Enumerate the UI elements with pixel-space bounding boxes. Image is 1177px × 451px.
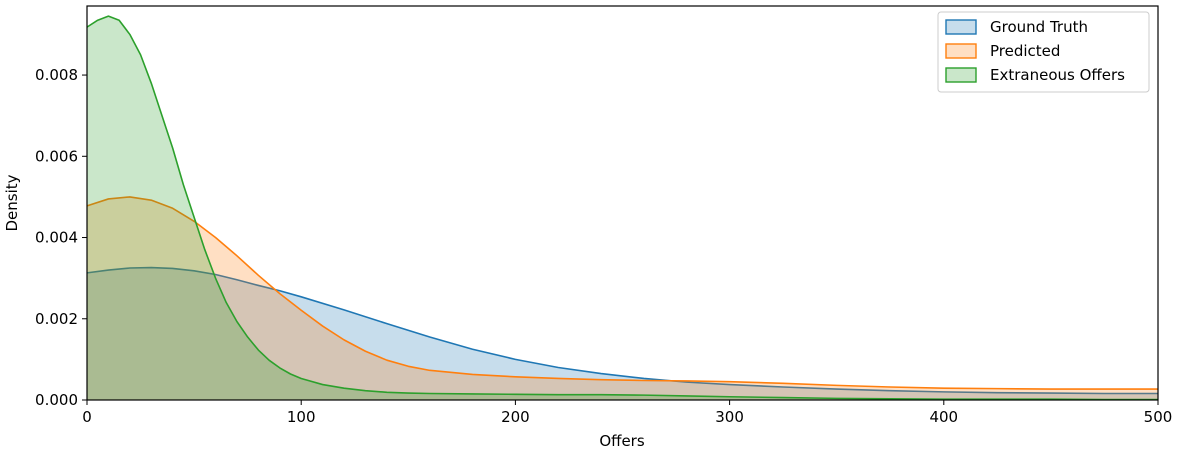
legend-label-0: Ground Truth	[990, 18, 1088, 36]
y-tick-label: 0.002	[35, 310, 78, 328]
x-tick-label: 500	[1144, 408, 1173, 426]
legend-swatch-0	[945, 19, 977, 35]
series-area-1	[87, 196, 1158, 400]
x-tick-label: 400	[929, 408, 958, 426]
x-tick-label: 100	[287, 408, 316, 426]
legend-label-1: Predicted	[990, 42, 1060, 60]
legend: Ground Truth Predicted Extraneous Offers	[937, 11, 1150, 93]
y-tick-label: 0.000	[35, 391, 78, 409]
x-tick-label: 0	[82, 408, 92, 426]
plot-frame	[86, 5, 1159, 401]
legend-box	[937, 11, 1150, 93]
x-axis-label: Offers	[599, 432, 645, 450]
x-tick-label: 200	[501, 408, 530, 426]
legend-swatch-2	[945, 67, 977, 83]
series-line-2	[86, 15, 1158, 401]
series-area-2	[87, 16, 1158, 401]
x-tick-label: 300	[715, 408, 744, 426]
y-tick-label: 0.004	[35, 229, 78, 247]
legend-label-2: Extraneous Offers	[990, 66, 1125, 84]
legend-swatch-1	[945, 43, 977, 59]
x-axis: 0 100 200 300 400 500	[82, 400, 1172, 426]
y-tick-label: 0.006	[35, 147, 78, 165]
series-layer	[86, 15, 1158, 401]
y-axis: 0.000 0.002 0.004 0.006 0.008	[35, 66, 87, 409]
series-line-0	[86, 266, 1158, 395]
y-tick-label: 0.008	[35, 66, 78, 84]
series-line-1	[86, 196, 1158, 390]
series-area-0	[87, 267, 1158, 400]
y-axis-label: Density	[3, 174, 21, 231]
